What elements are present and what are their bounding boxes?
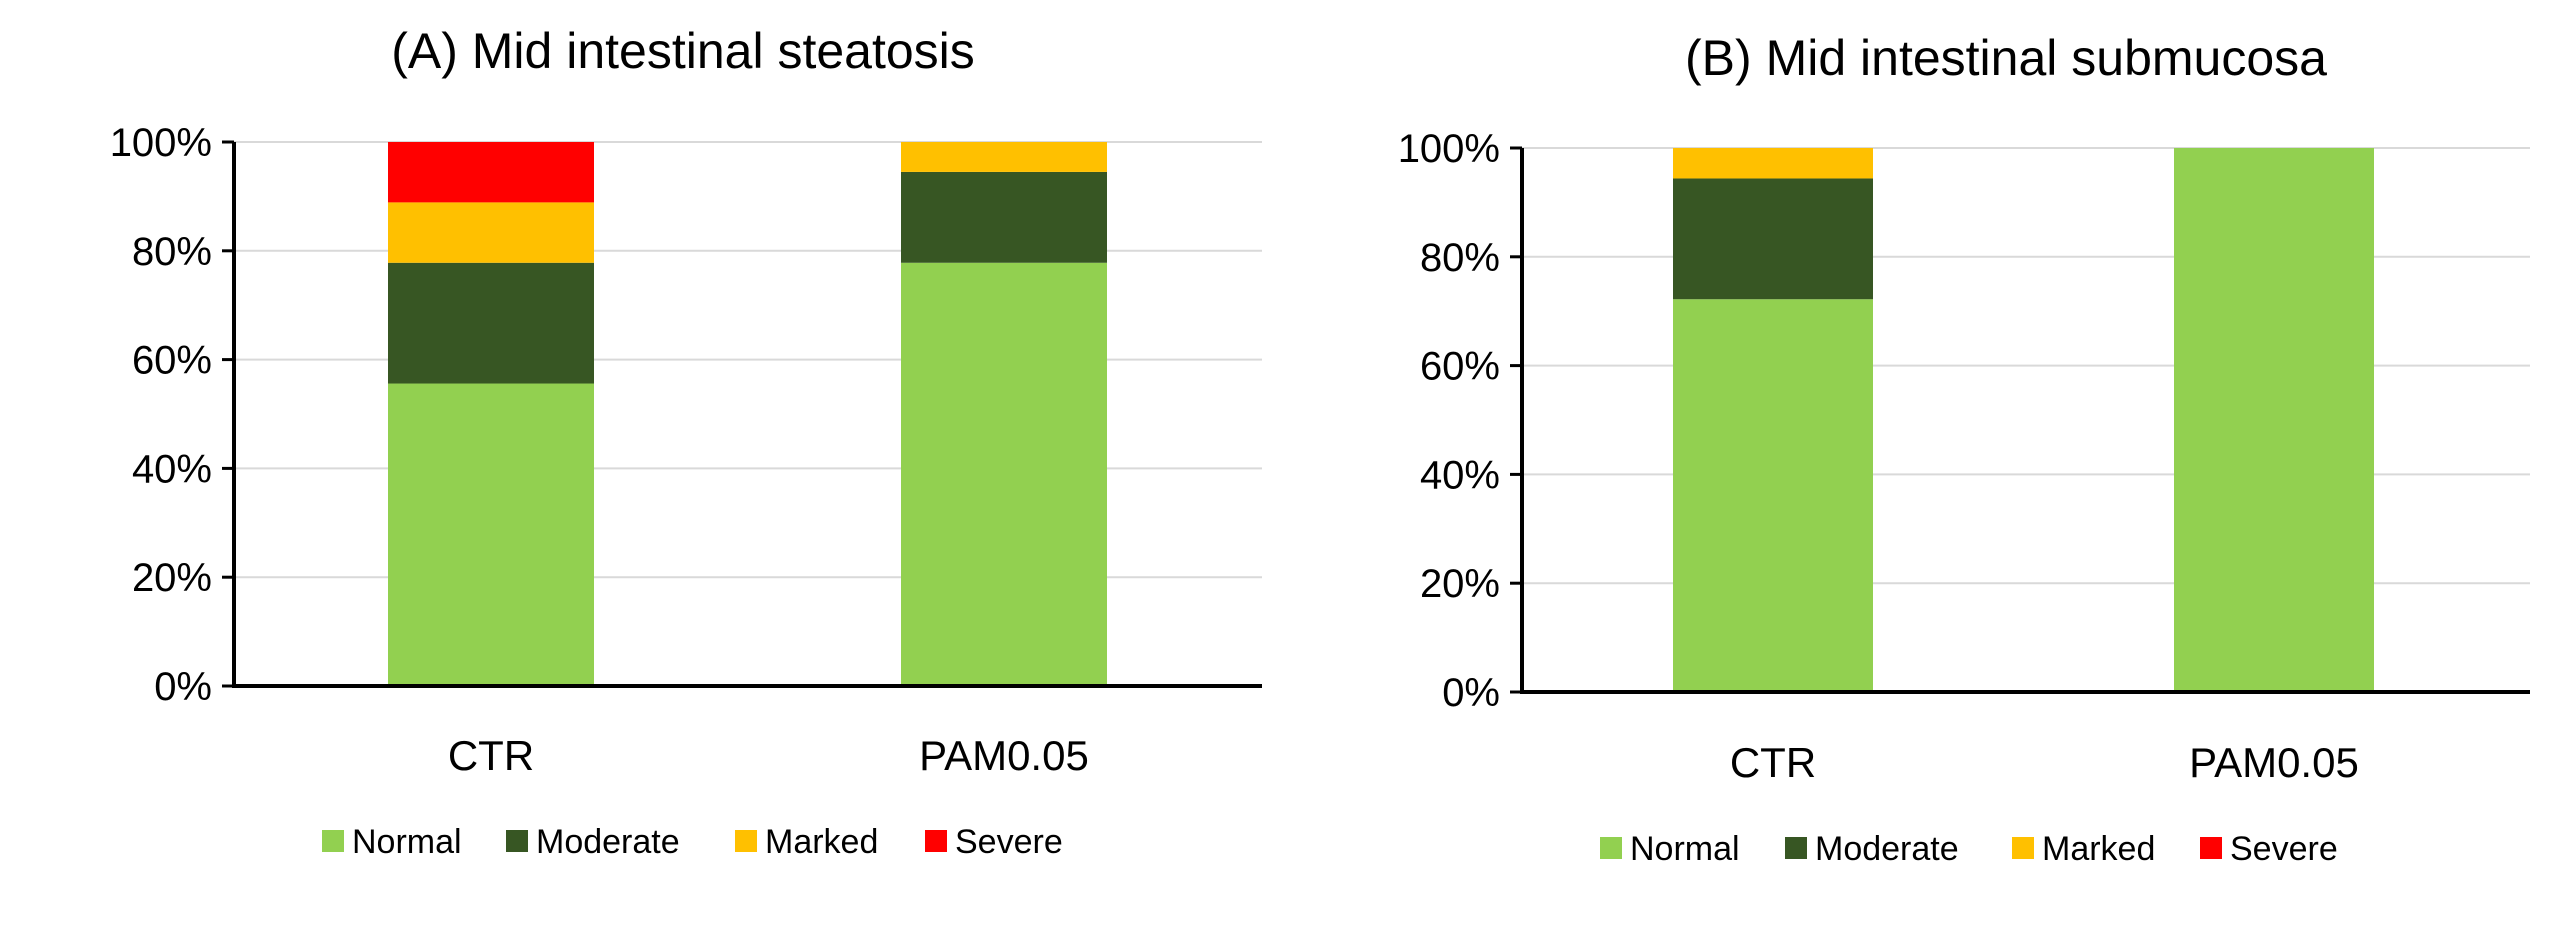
bar-marked-1 <box>901 142 1107 172</box>
y-tick-label: 80% <box>1420 236 1500 280</box>
y-tick-label: 20% <box>1420 562 1500 606</box>
legend-label: Normal <box>1630 830 1740 868</box>
y-tick-label: 60% <box>132 339 212 383</box>
panel-a: (A) Mid intestinal steatosis 0% 20% 40% 60% 8… <box>110 23 1262 861</box>
y-tick-label: 100% <box>110 121 212 165</box>
bar-marked-0 <box>388 202 594 263</box>
bar-marked-0 <box>1673 148 1873 179</box>
legend-swatch <box>506 830 528 852</box>
x-category-label: CTR <box>1730 739 1816 786</box>
legend-label: Severe <box>955 823 1063 861</box>
bar-normal-0 <box>1673 299 1873 692</box>
legend-label: Marked <box>2042 830 2155 868</box>
y-tick-label: 60% <box>1420 345 1500 389</box>
legend-label: Moderate <box>1815 830 1959 868</box>
x-category-label: CTR <box>448 732 534 779</box>
y-tick-label: 0% <box>1442 671 1500 715</box>
legend-swatch <box>925 830 947 852</box>
legend-swatch <box>2012 837 2034 859</box>
y-tick-label: 100% <box>1398 127 1500 171</box>
y-tick-label: 80% <box>132 230 212 274</box>
legend-label: Severe <box>2230 830 2338 868</box>
legend-swatch <box>735 830 757 852</box>
bar-normal-1 <box>901 262 1107 686</box>
bar-normal-1 <box>2174 148 2374 692</box>
legend-label: Normal <box>352 823 462 861</box>
bar-normal-0 <box>388 383 594 686</box>
y-tick-label: 40% <box>132 447 212 491</box>
y-tick-label: 40% <box>1420 453 1500 497</box>
legend-label: Marked <box>765 823 878 861</box>
panel-b: (B) Mid intestinal submucosa 0% 20% 40% 60% 8… <box>1398 30 2530 868</box>
x-category-label: PAM0.05 <box>2189 739 2359 786</box>
legend-swatch <box>2200 837 2222 859</box>
y-tick-label: 0% <box>154 665 212 709</box>
bar-moderate-0 <box>1673 178 1873 300</box>
x-category-label: PAM0.05 <box>919 732 1089 779</box>
legend-swatch <box>1600 837 1622 859</box>
chart-title: (B) Mid intestinal submucosa <box>1685 30 2327 86</box>
legend-swatch <box>1785 837 1807 859</box>
y-tick-label: 20% <box>132 556 212 600</box>
bar-moderate-0 <box>388 262 594 384</box>
chart-title: (A) Mid intestinal steatosis <box>391 23 975 79</box>
legend-label: Moderate <box>536 823 680 861</box>
bar-severe-0 <box>388 142 594 203</box>
bar-moderate-1 <box>901 171 1107 263</box>
legend-swatch <box>322 830 344 852</box>
